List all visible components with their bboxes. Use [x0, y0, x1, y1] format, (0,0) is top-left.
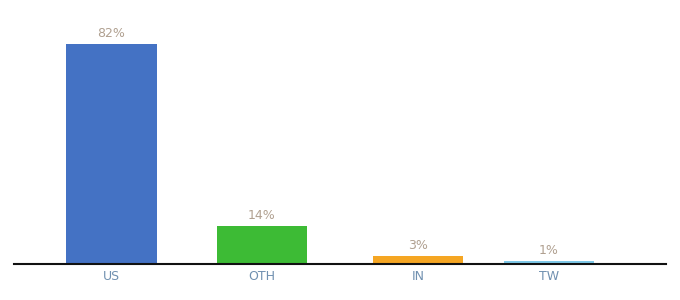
Text: 14%: 14%: [248, 209, 275, 222]
Text: 1%: 1%: [539, 244, 559, 257]
Bar: [217, 226, 307, 264]
Bar: [67, 44, 156, 264]
Bar: [373, 256, 463, 264]
Text: 3%: 3%: [409, 239, 428, 252]
Bar: [504, 261, 594, 264]
Text: 82%: 82%: [98, 27, 125, 40]
